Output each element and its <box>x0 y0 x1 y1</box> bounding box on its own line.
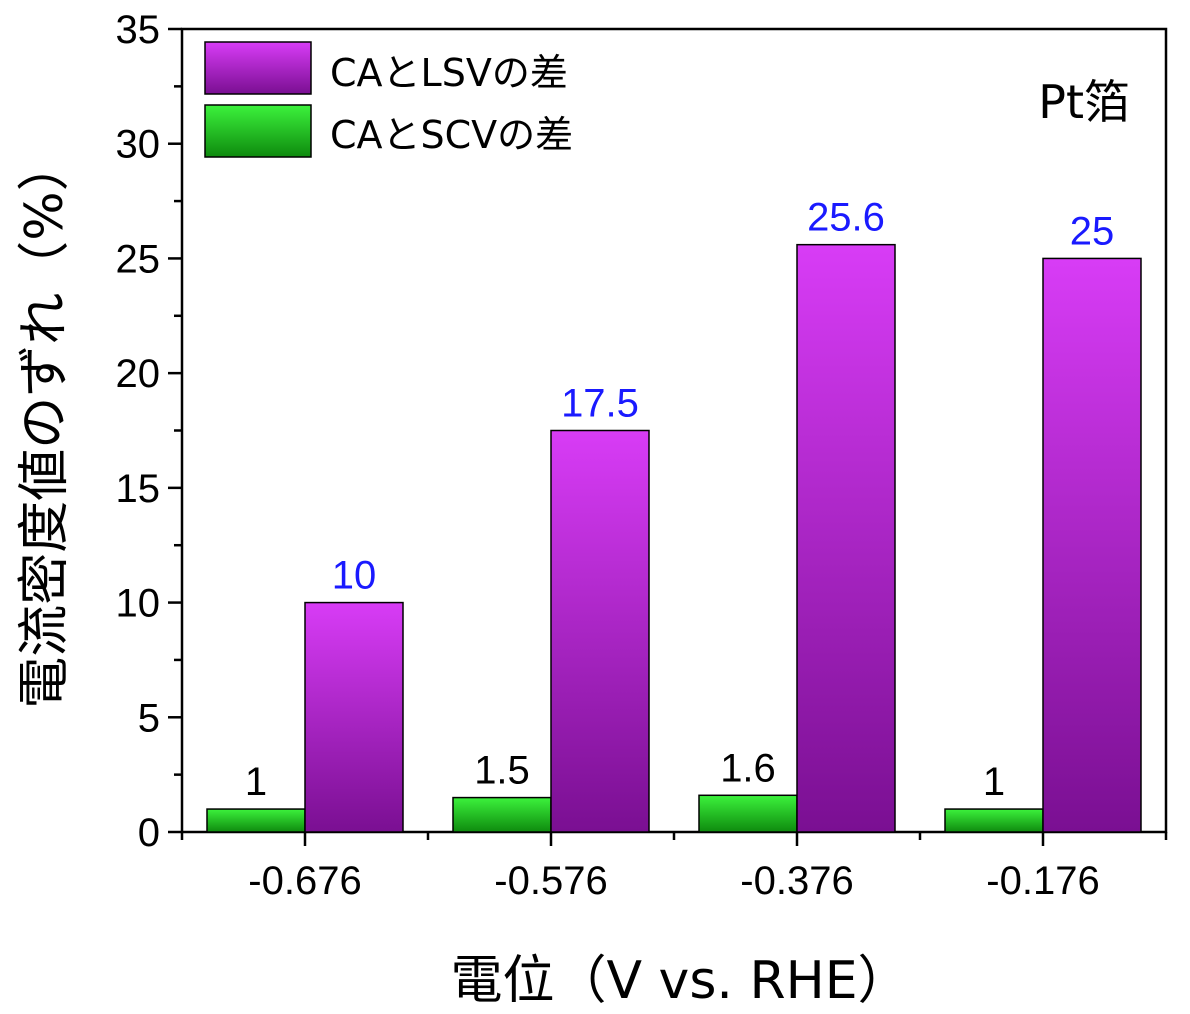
y-tick-label: 10 <box>116 582 161 626</box>
lsv-bar <box>550 429 650 833</box>
legend-label-lsv: CAとLSVの差 <box>330 51 568 95</box>
y-tick-label: 30 <box>116 123 161 167</box>
lsv-value-label: 25.6 <box>807 196 885 240</box>
y-tick-label: 15 <box>116 467 161 511</box>
x-axis-title: 電位（V vs. RHE） <box>450 951 909 1011</box>
y-axis-title: 電流密度値のずれ（%） <box>15 139 75 708</box>
x-tick-label: -0.176 <box>986 859 1099 903</box>
legend-swatch-scv <box>204 104 312 158</box>
chart-annotation: Pt箔 <box>1038 75 1130 129</box>
scv-value-label: 1 <box>983 760 1005 804</box>
lsv-value-label: 10 <box>332 554 377 598</box>
lsv-bar <box>796 243 896 833</box>
scv-value-label: 1.6 <box>720 746 776 790</box>
x-tick-label: -0.576 <box>494 859 607 903</box>
legend-swatch-lsv <box>204 41 312 95</box>
scv-value-label: 1 <box>245 760 267 804</box>
lsv-bar <box>304 601 404 833</box>
x-tick-label: -0.676 <box>248 859 361 903</box>
legend-label-scv: CAとSCVの差 <box>330 113 573 157</box>
y-tick-label: 20 <box>116 352 161 396</box>
y-tick-label: 5 <box>138 696 160 740</box>
y-tick-label: 35 <box>116 8 161 52</box>
scv-value-label: 1.5 <box>474 749 530 793</box>
y-tick-label: 25 <box>116 237 161 281</box>
lsv-value-label: 17.5 <box>561 382 639 426</box>
scv-bar <box>452 796 552 833</box>
lsv-bar <box>1042 257 1142 833</box>
scv-bar <box>944 808 1044 833</box>
scv-bar <box>206 808 306 833</box>
x-tick-label: -0.376 <box>740 859 853 903</box>
y-tick-label: 0 <box>138 811 160 855</box>
legend: CAとLSVの差 CAとSCVの差 <box>204 41 573 158</box>
scv-bar <box>698 794 798 833</box>
lsv-value-label: 25 <box>1070 209 1115 253</box>
